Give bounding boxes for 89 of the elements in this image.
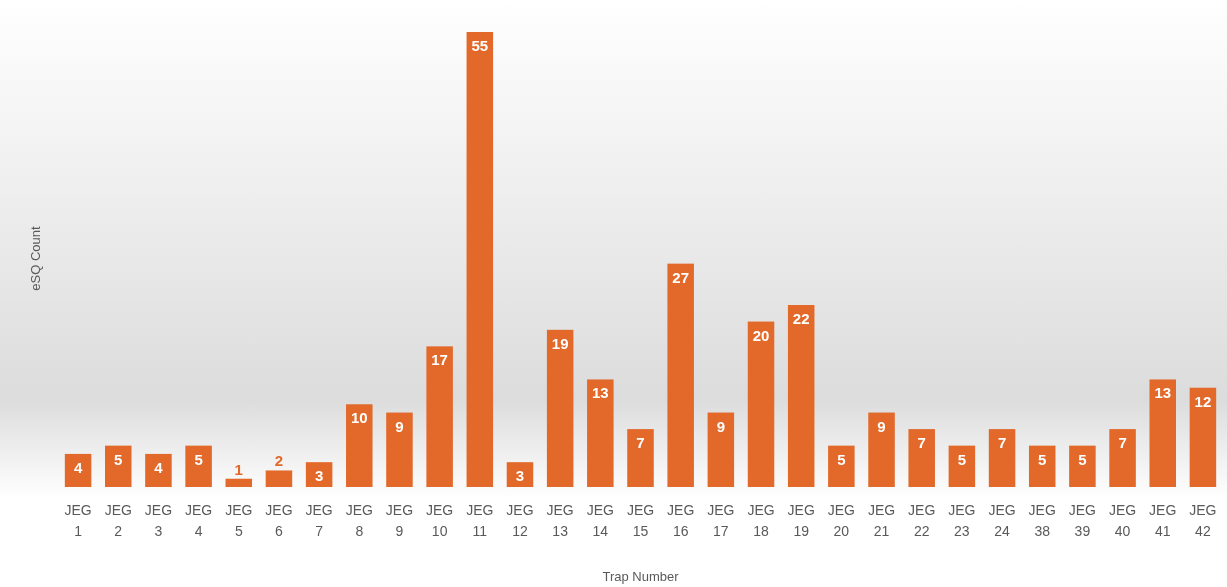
bar bbox=[1069, 445, 1096, 487]
x-tick-label: JEG 5 bbox=[225, 502, 253, 539]
data-label: 4 bbox=[73, 458, 83, 476]
x-axis-title: Trap Number bbox=[602, 569, 680, 584]
bar bbox=[747, 321, 775, 487]
x-tick-label: JEG 8 bbox=[345, 502, 373, 539]
bar bbox=[868, 412, 895, 487]
bar bbox=[265, 470, 293, 487]
x-tick-label: JEG 18 bbox=[747, 502, 775, 539]
bar bbox=[105, 445, 132, 487]
bar bbox=[627, 429, 654, 487]
x-tick-label: JEG 12 bbox=[506, 502, 534, 539]
data-label: 7 bbox=[636, 434, 645, 452]
data-label: 7 bbox=[917, 434, 926, 452]
data-label: 12 bbox=[1194, 392, 1212, 410]
data-label: 1 bbox=[234, 460, 243, 478]
x-tick-label: JEG 4 bbox=[184, 502, 213, 539]
bar bbox=[707, 412, 735, 487]
data-label: 22 bbox=[792, 310, 810, 327]
data-label: 5 bbox=[957, 450, 967, 468]
x-tick-label: JEG 2 bbox=[104, 502, 132, 539]
x-tick-label: JEG 7 bbox=[305, 502, 333, 539]
x-tick-label: JEG 11 bbox=[466, 502, 494, 539]
bar bbox=[787, 305, 815, 487]
data-label: 17 bbox=[431, 351, 448, 369]
bar bbox=[64, 453, 92, 487]
data-label: 3 bbox=[314, 467, 324, 485]
x-tick-label: JEG 39 bbox=[1068, 502, 1097, 539]
data-label: 9 bbox=[877, 417, 886, 435]
data-label: 13 bbox=[591, 384, 609, 402]
x-tick-label: JEG 41 bbox=[1149, 502, 1177, 539]
data-label: 9 bbox=[395, 417, 404, 435]
x-tick-label: JEG 40 bbox=[1108, 502, 1137, 539]
x-tick-label: JEG 21 bbox=[867, 502, 896, 539]
data-label: 5 bbox=[194, 450, 203, 468]
bar bbox=[1028, 445, 1056, 487]
bar bbox=[948, 445, 976, 487]
bar bbox=[1109, 429, 1136, 487]
data-label: 2 bbox=[274, 452, 284, 470]
data-label: 7 bbox=[997, 434, 1007, 452]
x-tick-label: JEG 14 bbox=[586, 502, 614, 539]
x-tick-label: JEG 22 bbox=[908, 502, 936, 539]
data-label: 5 bbox=[1078, 450, 1087, 468]
x-tick-label: JEG 3 bbox=[144, 502, 173, 539]
bar bbox=[506, 462, 534, 487]
x-tick-label: JEG 23 bbox=[948, 502, 976, 539]
data-label: 3 bbox=[515, 467, 525, 485]
bar bbox=[908, 429, 935, 487]
bar bbox=[546, 329, 574, 487]
x-tick-label: JEG 20 bbox=[827, 502, 855, 539]
data-label: 13 bbox=[1154, 384, 1172, 402]
bar bbox=[346, 404, 373, 487]
x-tick-label: JEG 15 bbox=[626, 502, 655, 539]
data-label: 19 bbox=[551, 334, 569, 352]
x-tick-label: JEG 1 bbox=[64, 502, 92, 539]
x-tick-label: JEG 16 bbox=[667, 502, 695, 539]
bar bbox=[466, 32, 494, 487]
bar bbox=[1149, 379, 1176, 487]
data-label: 5 bbox=[114, 450, 123, 468]
bar bbox=[225, 478, 253, 487]
bar bbox=[145, 453, 172, 487]
x-tick-label: JEG 10 bbox=[426, 502, 454, 539]
bar bbox=[185, 445, 212, 487]
bar bbox=[667, 263, 694, 487]
bar bbox=[828, 445, 855, 487]
y-axis-title: eSQ Count bbox=[28, 225, 43, 291]
bar bbox=[1189, 387, 1217, 487]
bar bbox=[305, 462, 333, 487]
x-tick-label: JEG 13 bbox=[546, 502, 574, 539]
bar bbox=[988, 429, 1016, 487]
data-label: 9 bbox=[716, 417, 726, 435]
data-label: 5 bbox=[837, 450, 846, 468]
data-label: 10 bbox=[350, 409, 368, 427]
bar bbox=[587, 379, 614, 487]
data-label: 7 bbox=[1118, 434, 1127, 452]
x-tick-label: JEG 38 bbox=[1028, 502, 1056, 539]
data-label: 55 bbox=[471, 37, 489, 54]
x-tick-label: JEG 6 bbox=[265, 502, 293, 539]
x-tick-label: JEG 9 bbox=[385, 502, 414, 539]
data-label: 4 bbox=[154, 458, 164, 476]
x-tick-label: JEG 19 bbox=[787, 502, 815, 539]
bar bbox=[426, 346, 453, 487]
data-label: 27 bbox=[672, 268, 690, 286]
x-tick-label: JEG 17 bbox=[707, 502, 735, 539]
x-tick-label: JEG 24 bbox=[988, 502, 1016, 539]
bar bbox=[386, 412, 413, 487]
data-label: 5 bbox=[1038, 450, 1047, 468]
x-tick-label: JEG 42 bbox=[1189, 502, 1217, 539]
data-label: 20 bbox=[752, 326, 770, 344]
